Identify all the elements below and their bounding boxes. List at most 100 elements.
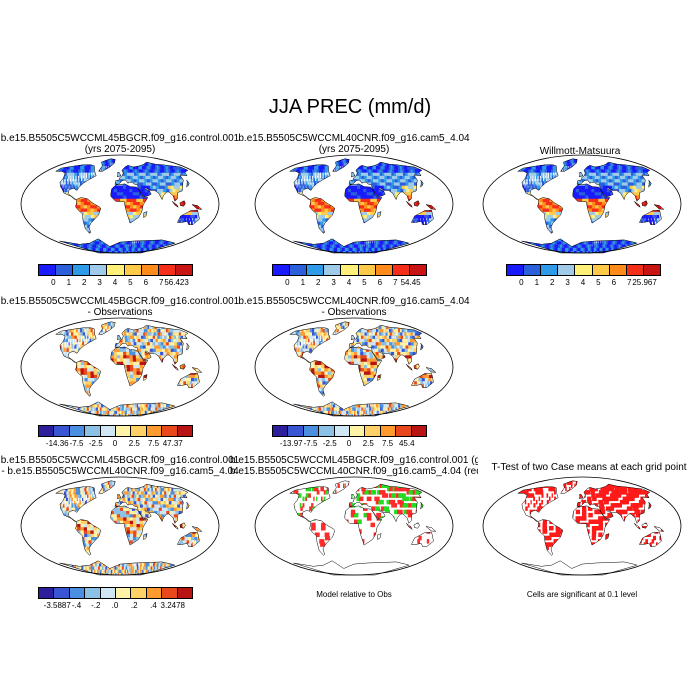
colorbar-swatch (408, 264, 427, 276)
coastline (344, 183, 383, 224)
colorbar-tick-label: 1 (300, 278, 306, 287)
panel1-title: b.e15.B5505C5WCCML45BGCR.f09_g16.control… (0, 133, 240, 155)
colorbar-tick-label: 45.4 (398, 439, 415, 448)
coastline (348, 161, 423, 202)
colorbar-tick-label: 56.423 (164, 278, 189, 287)
coastline (377, 211, 382, 219)
colorbar-swatch (289, 264, 308, 276)
coastline (176, 372, 200, 388)
coastline (576, 161, 651, 202)
colorbar-swatch (72, 264, 91, 276)
coastline (114, 483, 189, 524)
map-panel-7 (254, 476, 454, 576)
coastline (405, 364, 413, 372)
coastline (641, 522, 648, 529)
coastline (143, 533, 148, 541)
coastline (110, 183, 149, 224)
colorbar-tick-label: 7 (158, 278, 164, 287)
colorbar-swatch (506, 264, 525, 276)
colorbar-swatch (391, 264, 410, 276)
map-panel-5 (254, 317, 454, 417)
significance-note: Cells are significant at 0.1 level (526, 590, 638, 599)
colorbar-swatch (340, 264, 359, 276)
colorbar-swatch (374, 264, 393, 276)
map-border (20, 317, 220, 417)
colorbar-tick-label: .2 (130, 601, 138, 610)
colorbar-tick-label: 7 (392, 278, 398, 287)
coastline (377, 533, 382, 541)
colorbar-tick-label: 2.5 (128, 439, 140, 448)
coastline (98, 480, 116, 494)
coastline (116, 494, 122, 500)
coastline (641, 200, 648, 207)
colorbar-tick-label: 0 (112, 439, 118, 448)
colorbar-swatch (379, 425, 397, 437)
coastline (143, 374, 148, 382)
colorbar-tick-label: 0 (346, 439, 352, 448)
colorbar-4: -14.36 -7.5 -2.5 0 2.5 7.5 47.37 (38, 425, 193, 451)
colorbar-swatch (123, 264, 142, 276)
colorbar-2: 0 1 2 3 4 5 6 7 54.45 (272, 264, 427, 290)
colorbar-tick-label: 1 (534, 278, 540, 287)
colorbar-swatch (140, 264, 159, 276)
coastline (633, 201, 641, 209)
map-border (482, 476, 682, 576)
colorbar-tick-label: -2.5 (88, 439, 103, 448)
coastline (75, 197, 102, 234)
panel4-title: b.e15.B5505C5WCCML45BGCR.f09_g16.control… (0, 296, 240, 318)
coastline (98, 158, 116, 172)
map-panel-8 (482, 476, 682, 576)
coastline (638, 209, 662, 225)
colorbar-tick-label: 4 (112, 278, 118, 287)
colorbar-swatch (357, 264, 376, 276)
coastline (653, 204, 665, 210)
panel6-title: b.e15.B5505C5WCCML45BGCR.f09_g16.control… (0, 455, 240, 477)
colorbar-tick-label: 2 (549, 278, 555, 287)
colorbar-tick-label: 54.45 (400, 278, 421, 287)
colorbar-swatch (557, 264, 576, 276)
coastline (405, 201, 413, 209)
colorbar-1: 0 1 2 3 4 5 6 7 56.423 (38, 264, 193, 290)
colorbar-swatch (323, 264, 342, 276)
model-relative-note: Model relative to Obs (316, 590, 392, 599)
coastline (344, 505, 383, 546)
coastline (171, 364, 179, 372)
coastline (171, 523, 179, 531)
colorbar-swatch (38, 587, 55, 599)
colorbar-tick-label: 7.5 (381, 439, 394, 448)
colorbar-tick-label: -7.5 (69, 439, 84, 448)
map-border (20, 476, 220, 576)
coastline (116, 335, 122, 341)
colorbar-swatch (53, 425, 70, 437)
colorbar-swatch (176, 425, 193, 437)
coastline (633, 523, 641, 531)
coastline (413, 363, 420, 370)
colorbar-tick-label: -13.97 (279, 439, 303, 448)
coastline (350, 494, 356, 500)
coastline (605, 533, 610, 541)
map-panel-3 (482, 154, 682, 254)
colorbar-swatch (302, 425, 320, 437)
coastline (143, 211, 148, 219)
colorbar-tick-label: 7.5 (147, 439, 160, 448)
coastline (344, 346, 383, 387)
colorbar-swatch (157, 264, 176, 276)
colorbar-tick-label: 25.967 (632, 278, 657, 287)
colorbar-5: -13.97 -7.5 -2.5 0 2.5 7.5 45.4 (272, 425, 427, 451)
colorbar-tick-label: -14.36 (45, 439, 69, 448)
colorbar-tick-label: .4 (150, 601, 157, 610)
colorbar-swatch (130, 425, 147, 437)
coastline (405, 523, 413, 531)
coastline (410, 372, 434, 388)
coastline (537, 519, 564, 556)
colorbar-tick-label: .0 (111, 601, 119, 610)
map-panel-6 (20, 476, 220, 576)
colorbar-6: -3.5887 -.4 -.2 .0 .2 .4 3.2478 (38, 587, 193, 613)
colorbar-swatch (333, 425, 350, 437)
coastline (288, 486, 331, 522)
colorbar-swatch (99, 587, 116, 599)
colorbar-tick-label: 7 (626, 278, 632, 287)
coastline (114, 324, 189, 365)
coastline (576, 483, 651, 524)
coastline (348, 324, 423, 365)
